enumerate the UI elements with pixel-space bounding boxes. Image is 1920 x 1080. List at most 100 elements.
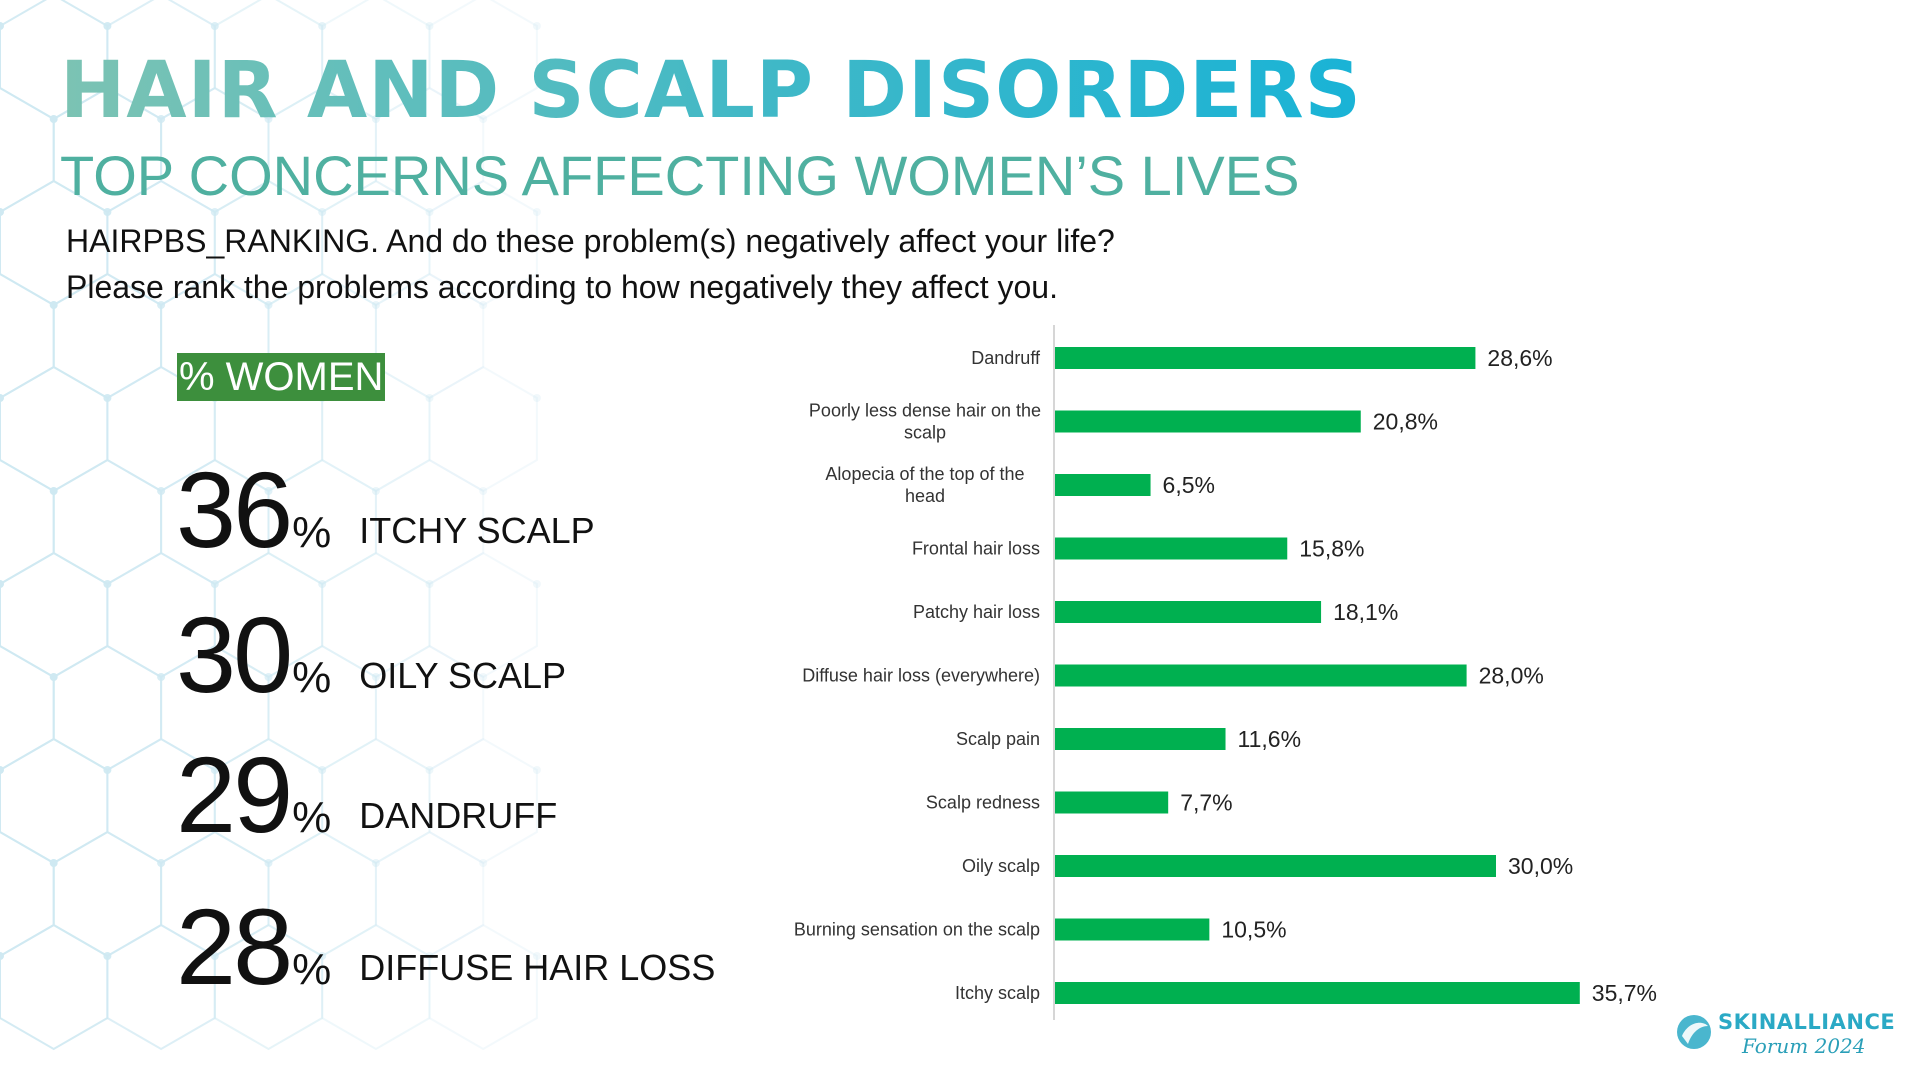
category-label: Oily scalp (962, 856, 1040, 876)
hexagon-node (532, 766, 541, 774)
stat-unit: % (292, 653, 332, 702)
hexagon-node (318, 766, 327, 774)
category-label: Patchy hair loss (913, 602, 1040, 622)
hexagon-shape (321, 0, 431, 121)
hexagon-node (425, 22, 434, 30)
category-label: scalp (904, 423, 946, 443)
value-label: 30,0% (1508, 853, 1573, 879)
hexagon-node (479, 115, 488, 123)
slide-subtitle: TOP CONCERNS AFFECTING WOMEN’S LIVES (60, 144, 1300, 207)
hexagon-node (479, 487, 488, 495)
hexagon-shape (428, 179, 538, 307)
stat-number: 29 (176, 734, 293, 855)
stat-unit: % (292, 945, 332, 994)
hexagon-node (425, 580, 434, 588)
hexagon-shape (321, 923, 431, 1051)
hexagon-node (371, 301, 380, 309)
hexagon-shape (374, 830, 485, 958)
bar (1055, 347, 1476, 369)
hexagon-shape (321, 179, 431, 307)
hexagon-shape (374, 86, 485, 214)
hexagon-shape (428, 0, 538, 121)
value-label: 18,1% (1333, 599, 1398, 625)
survey-question: HAIRPBS_RANKING. And do these problem(s)… (66, 218, 1115, 310)
category-label: Itchy scalp (955, 983, 1040, 1003)
hexagon-node (371, 115, 380, 123)
hexagon-shape (428, 923, 538, 1051)
bar (1055, 855, 1496, 877)
hexagon-node (371, 673, 380, 681)
logo-name: SKINALLIANCE (1718, 1010, 1896, 1034)
stat-label: ITCHY SCALP (359, 510, 595, 551)
value-label: 28,6% (1487, 345, 1552, 371)
hexagon-node (532, 394, 541, 402)
hexagon-node (425, 952, 434, 960)
hexagon-node (425, 394, 434, 402)
hexagon-node (264, 301, 273, 309)
value-label: 11,6% (1238, 726, 1302, 752)
bar (1055, 791, 1169, 814)
value-label: 15,8% (1299, 536, 1364, 562)
category-label: head (905, 486, 945, 506)
value-label: 20,8% (1373, 409, 1438, 435)
hexagon-shape (374, 644, 485, 772)
hexagon-node (532, 952, 541, 960)
hexagon-node (318, 952, 327, 960)
stat-label: OILY SCALP (359, 655, 567, 696)
value-label: 35,7% (1592, 980, 1657, 1006)
hexagon-node (264, 115, 273, 123)
category-label: Alopecia of the top of the (825, 464, 1024, 484)
hexagon-node (264, 859, 273, 867)
question-line-2: Please rank the problems according to ho… (66, 269, 1058, 305)
hexagon-node (318, 22, 327, 30)
stat-label: DANDRUFF (359, 795, 558, 836)
stat-number: 28 (176, 886, 293, 1007)
hexagon-node (532, 208, 541, 216)
hexagon-shape (374, 458, 485, 586)
value-label: 6,5% (1163, 472, 1215, 498)
bar (1055, 728, 1226, 750)
value-label: 7,7% (1180, 790, 1232, 816)
hexagon-node (479, 673, 488, 681)
category-label: Poorly less dense hair on the (809, 401, 1041, 421)
stat-diffuse-hair-loss: 28% DIFFUSE HAIR LOSS (176, 892, 715, 1002)
hexagon-node (479, 859, 488, 867)
hexagon-shape (428, 365, 538, 493)
value-label: 28,0% (1479, 663, 1544, 689)
category-label: Dandruff (971, 348, 1041, 368)
category-label: Scalp pain (956, 729, 1040, 749)
hexagon-node (318, 580, 327, 588)
hexagon-node (479, 301, 488, 309)
bar (1055, 537, 1288, 560)
stat-unit: % (292, 508, 332, 557)
bar (1055, 601, 1322, 623)
bar (1055, 918, 1210, 941)
women-badge: % WOMEN (177, 353, 386, 401)
hexagon-node (425, 208, 434, 216)
question-line-1: HAIRPBS_RANKING. And do these problem(s)… (66, 223, 1115, 259)
hexagon-node (371, 487, 380, 495)
stat-number: 30 (176, 594, 293, 715)
hexagon-node (532, 580, 541, 588)
skinalliance-logo: SKINALLIANCE Forum 2024 (1674, 1010, 1895, 1060)
hexagon-node (318, 208, 327, 216)
hexagon-node (371, 859, 380, 867)
leaf-drop-icon (1677, 1015, 1711, 1049)
stat-itchy-scalp: 36% ITCHY SCALP (176, 455, 595, 565)
bar (1055, 474, 1151, 496)
stat-unit: % (292, 793, 332, 842)
stat-oily-scalp: 30% OILY SCALP (176, 600, 566, 710)
hexagon-shape (428, 737, 538, 865)
hexagon-node (532, 22, 541, 30)
value-label: 10,5% (1221, 917, 1286, 943)
hexagon-node (264, 673, 273, 681)
logo-subtitle: Forum 2024 (1742, 1034, 1866, 1058)
bar (1055, 664, 1467, 687)
hexagon-shape (321, 551, 431, 679)
hexagon-shape (428, 551, 538, 679)
category-label: Burning sensation on the scalp (794, 920, 1040, 940)
stat-label: DIFFUSE HAIR LOSS (359, 947, 716, 988)
category-label: Scalp redness (926, 793, 1040, 813)
